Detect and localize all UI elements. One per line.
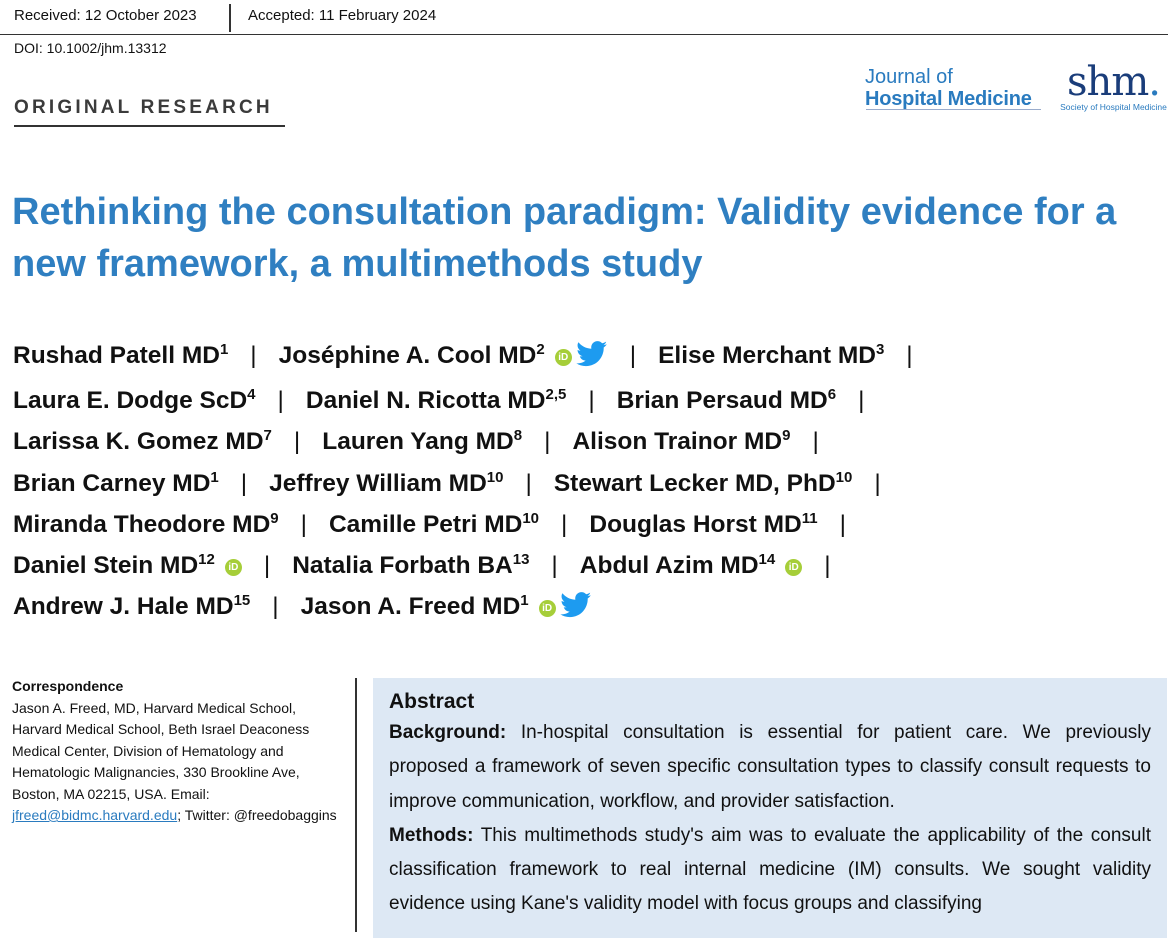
journal-logo[interactable]: Journal of Hospital Medicine (865, 66, 1032, 110)
author-separator: | (629, 342, 637, 369)
author-name: Douglas Horst MD11 (589, 509, 818, 538)
author-separator: | (874, 469, 881, 497)
society-logo-name: Society of Hospital Medicine (1060, 102, 1167, 112)
author-name: Alison Trainor MD9 (572, 427, 791, 456)
author-name: Jason A. Freed MD1 (300, 592, 529, 621)
society-logo[interactable]: shm. Society of Hospital Medicine (1056, 60, 1171, 112)
correspondence-heading: Correspondence (12, 678, 124, 694)
author-name: Daniel Stein MD12 (13, 551, 215, 580)
author-separator: | (240, 469, 248, 497)
journal-logo-rule (866, 109, 1041, 110)
section-label: ORIGINAL RESEARCH (14, 97, 273, 118)
correspondence-divider (355, 678, 357, 932)
abstract-background: Background: In-hospital consultation is … (389, 722, 1151, 812)
abstract-box: Abstract Background: In-hospital consult… (373, 678, 1167, 938)
orcid-icon[interactable]: iD (224, 559, 242, 577)
author-line: Brian Carney MD1 | Jeffrey William MD10 | St… (13, 463, 1163, 504)
author-list: Rushad Patell MD1 | Joséphine A. Cool MD2 i… (13, 335, 1163, 631)
journal-logo-line2: Hospital Medicine (865, 88, 1032, 110)
article-title: Rethinking the consultation paradigm: Va… (12, 191, 1117, 285)
author-separator: | (812, 428, 819, 456)
orcid-icon[interactable]: iD (538, 600, 556, 618)
doi-label: DOI: 10.1002/jhm.13312 (14, 40, 167, 56)
author-name: Natalia Forbath BA13 (292, 551, 530, 580)
author-name: Camille Petri MD10 (328, 509, 540, 538)
author-name: Joséphine A. Cool MD2 (278, 341, 545, 369)
author-separator: | (250, 342, 257, 369)
author-separator: | (561, 510, 568, 538)
correspondence-block: Correspondence Jason A. Freed, MD, Harva… (12, 676, 342, 827)
section-underline (14, 125, 285, 127)
author-separator: | (858, 387, 865, 415)
author-separator: | (300, 510, 307, 538)
author-separator: | (906, 342, 913, 369)
accepted-date: Accepted: 11 February 2024 (248, 7, 437, 24)
author-name: Jeffrey William MD10 (269, 468, 504, 497)
author-separator: | (839, 510, 846, 538)
author-name: Daniel N. Ricotta MD2,5 (305, 386, 567, 415)
correspondence-text: Jason A. Freed, MD, Harvard Medical Scho… (12, 699, 337, 824)
twitter-icon[interactable] (575, 339, 608, 380)
author-name: Andrew J. Hale MD15 (13, 592, 251, 621)
author-separator: | (588, 387, 595, 415)
author-name: Abdul Azim MD14 (579, 551, 776, 580)
abstract-heading: Abstract (389, 690, 475, 713)
author-separator: | (525, 469, 532, 497)
author-line: Miranda Theodore MD9 | Camille Petri MD10 |… (13, 504, 1163, 545)
journal-logo-line1: Journal of (865, 66, 953, 88)
article-dates-bar: Received: 12 October 2023 Accepted: 11 F… (0, 0, 1168, 35)
email-link[interactable]: jfreed@bidmc.harvard.edu (12, 807, 178, 823)
abstract-methods: Methods: This multimethods study's aim w… (389, 824, 1151, 915)
twitter-icon[interactable] (559, 590, 592, 631)
author-name: Larissa K. Gomez MD7 (13, 427, 272, 456)
author-name: Rushad Patell MD1 (13, 341, 229, 369)
orcid-icon[interactable]: iD (785, 559, 803, 577)
author-line: Andrew J. Hale MD15 | Jason A. Freed MD1 iD (13, 586, 1163, 631)
author-name: Elise Merchant MD3 (658, 341, 885, 369)
author-separator: | (824, 552, 831, 580)
author-name: Miranda Theodore MD9 (13, 509, 279, 538)
author-line: Laura E. Dodge ScD4 | Daniel N. Ricotta MD… (13, 380, 1163, 421)
author-separator: | (293, 428, 301, 456)
author-separator: | (277, 387, 284, 415)
author-name: Stewart Lecker MD, PhD10 (553, 468, 853, 497)
date-separator (229, 4, 231, 32)
author-separator: | (272, 593, 279, 621)
author-separator: | (551, 552, 558, 580)
author-separator: | (263, 552, 271, 580)
author-line: Larissa K. Gomez MD7 | Lauren Yang MD8 | Ali… (13, 421, 1163, 462)
author-separator: | (544, 428, 551, 456)
author-name: Laura E. Dodge ScD4 (13, 386, 256, 415)
orcid-icon[interactable]: iD (554, 349, 572, 366)
author-name: Brian Persaud MD6 (616, 386, 837, 415)
author-line: Rushad Patell MD1 | Joséphine A. Cool MD2 i… (13, 335, 1163, 380)
society-logo-mark: shm. (1067, 59, 1161, 105)
author-line: Daniel Stein MD12 iD | Natalia Forbath BA13… (13, 545, 1163, 586)
received-date: Received: 12 October 2023 (14, 7, 197, 24)
author-name: Brian Carney MD1 (13, 468, 219, 497)
author-name: Lauren Yang MD8 (322, 427, 523, 456)
